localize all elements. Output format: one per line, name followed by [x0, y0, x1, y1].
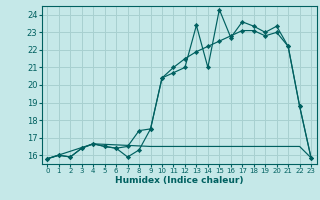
- X-axis label: Humidex (Indice chaleur): Humidex (Indice chaleur): [115, 176, 244, 185]
